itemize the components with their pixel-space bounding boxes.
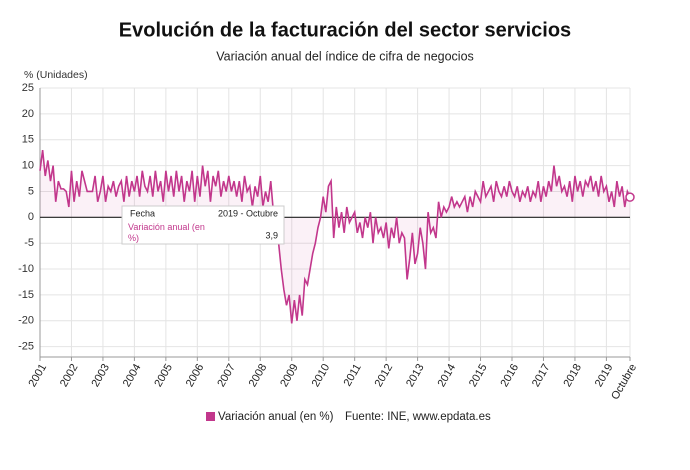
- y-tick-label: -25: [18, 341, 34, 353]
- x-tick-label: 2006: [184, 362, 207, 389]
- x-tick-label: 2009: [278, 362, 301, 389]
- tooltip-box: [121, 205, 285, 245]
- x-tick-label: 2013: [404, 362, 427, 389]
- tooltip-value: 3,9: [265, 230, 278, 240]
- y-axis-label: % (Unidades): [24, 69, 88, 81]
- y-tick-label: 20: [22, 108, 34, 120]
- x-tick-label: 2016: [498, 362, 521, 389]
- y-tick-label: 15: [22, 134, 34, 146]
- x-tick-label: 2008: [247, 362, 270, 389]
- legend-label: Variación anual (en %): [218, 411, 334, 423]
- x-tick-label: 2007: [215, 362, 238, 389]
- tooltip: Fecha 2019 - Octubre Variación anual (en %…: [121, 205, 285, 245]
- y-tick-label: -5: [24, 237, 34, 249]
- tooltip-series: Variación anual (en %): [128, 222, 205, 243]
- x-tick-label: 2001: [26, 362, 49, 389]
- last-point: [625, 192, 635, 202]
- legend-swatch: [206, 412, 215, 421]
- line: [39, 149, 631, 324]
- y-tick-label: 0: [28, 211, 34, 223]
- area: [40, 150, 630, 324]
- x-tick-label: 2004: [121, 362, 144, 389]
- tooltip-label: Fecha: [130, 208, 155, 218]
- x-tick-label: 2005: [152, 362, 175, 389]
- y-tick-label: -10: [18, 263, 34, 275]
- x-tick-label: 2012: [373, 362, 396, 389]
- x-tick-label: 2014: [436, 362, 459, 389]
- source: Fuente: INE, www.epdata.es: [345, 411, 491, 423]
- y-tick-label: -15: [18, 289, 34, 301]
- x-tick-label: 2011: [342, 362, 364, 388]
- x-tick-label: 2003: [89, 362, 112, 389]
- y-tick-label: 10: [22, 160, 34, 172]
- x-tick-label: 2019: [593, 362, 616, 389]
- x-tick-label: 2010: [310, 362, 333, 389]
- y-tick-label: -20: [18, 315, 34, 327]
- tooltip-series-wrap: Variación anual (en %): [128, 222, 205, 243]
- chart-title: Evolución de la facturación del sector s…: [119, 19, 571, 41]
- x-tick-label: 2018: [561, 362, 584, 389]
- chart-subtitle: Variación anual del índice de cifra de n…: [216, 49, 474, 63]
- y-tick-label: 5: [28, 185, 34, 197]
- tooltip-date: 2019 - Octubre: [218, 208, 278, 218]
- x-tick-label: 2002: [58, 362, 81, 389]
- y-tick-label: 25: [22, 82, 34, 94]
- x-tick-label: 2015: [467, 362, 490, 389]
- x-tick-label: 2017: [530, 362, 553, 389]
